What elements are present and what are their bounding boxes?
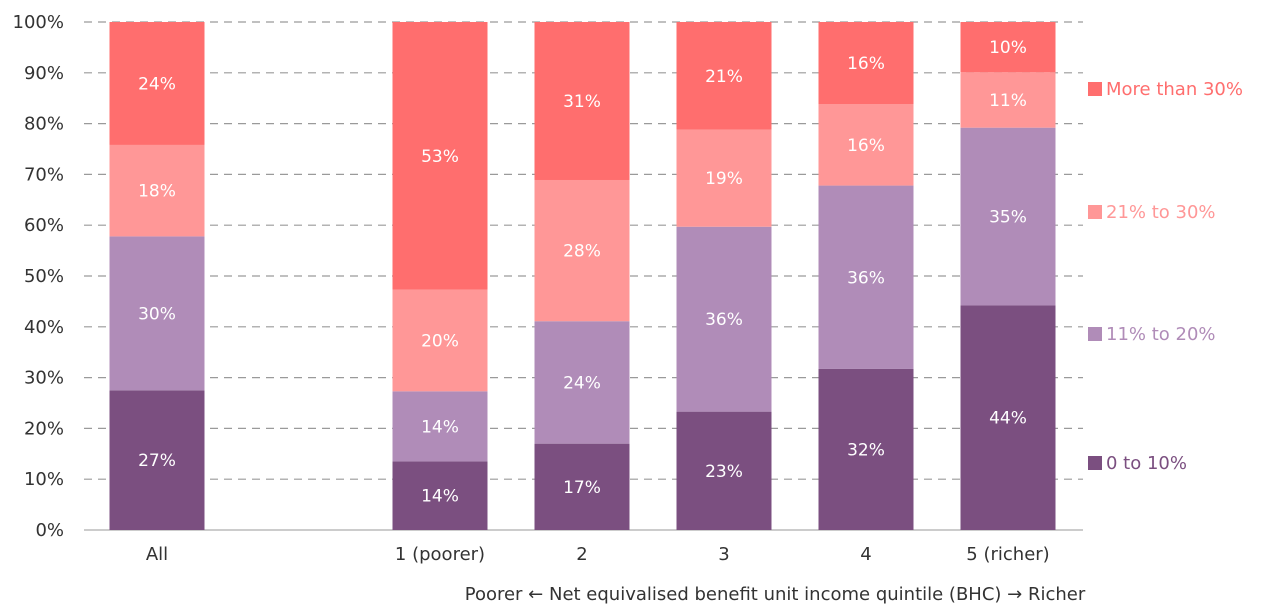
data-label: 10% [989,38,1027,58]
bars: 27% 30% 18% 24% 14% 14% 20% 53% 17% 24% 28% 31% 23% 3… [109,22,1056,530]
bar-segment [676,22,772,130]
data-label: 36% [705,310,743,330]
y-tick-label: 30% [24,368,64,389]
x-axis-title: Poorer ← Net equivalised benefit unit in… [465,584,1086,605]
x-tick-label: 1 (poorer) [395,544,485,565]
bar-segment [534,321,630,444]
bar-segment [818,104,914,186]
y-tick-label: 10% [24,469,64,490]
legend-swatch [1088,205,1102,219]
y-tick-label: 40% [24,317,64,338]
data-label: 16% [847,136,885,156]
data-label: 16% [847,54,885,74]
bar-segment [960,22,1056,73]
bar-segment [109,390,205,530]
data-label: 19% [705,169,743,189]
bar-segment [109,144,205,237]
legend-label: More than 30% [1106,79,1243,100]
x-tick-label: 2 [576,544,587,565]
legend-swatch [1088,82,1102,96]
data-label: 14% [421,487,459,507]
data-label: 35% [989,208,1027,228]
data-label: 18% [138,182,176,202]
data-label: 30% [138,304,176,324]
data-label: 14% [421,417,459,437]
bar-segment [392,22,488,290]
legend-swatch [1088,456,1102,470]
legend-label: 0 to 10% [1106,453,1187,474]
data-label: 53% [421,147,459,167]
bar-segment [960,72,1056,128]
y-tick-label: 0% [35,520,64,541]
data-label: 20% [421,332,459,352]
y-tick-label: 60% [24,215,64,236]
gridlines [84,21,1083,531]
bar-segment [960,127,1056,306]
bar-segment [818,185,914,369]
legend-swatch [1088,327,1102,341]
y-tick-label: 70% [24,164,64,185]
x-axis-ticks: All 1 (poorer) 2 3 4 5 (richer) [146,544,1050,565]
x-tick-label: All [146,544,168,565]
data-label: 44% [989,409,1027,429]
data-label: 36% [847,268,885,288]
bar-segment [392,289,488,392]
legend: 0 to 10% 11% to 20% 21% to 30% More than 30… [1088,79,1243,474]
data-label: 31% [563,92,601,112]
x-tick-label: 4 [860,544,871,565]
bar-segment [534,443,630,530]
y-tick-label: 100% [13,12,64,33]
x-tick-label: 3 [718,544,729,565]
bar-segment [392,391,488,462]
bar-segment [109,236,205,391]
bar-segment [676,129,772,227]
data-label: 23% [705,462,743,482]
data-label: 17% [563,478,601,498]
y-tick-label: 20% [24,418,64,439]
bar-segment [109,22,205,145]
data-label: 21% [705,67,743,87]
y-tick-label: 90% [24,63,64,84]
data-label: 11% [989,91,1027,111]
data-label: 24% [563,373,601,393]
data-label: 28% [563,242,601,262]
legend-label: 21% to 30% [1106,202,1216,223]
bar-segment [392,461,488,530]
data-label: 27% [138,451,176,471]
y-tick-label: 50% [24,266,64,287]
y-tick-label: 80% [24,114,64,135]
bar-segment [534,22,630,180]
bar-segment [534,179,630,322]
legend-label: 11% to 20% [1106,324,1216,345]
bar-segment [818,22,914,105]
bar-segment [676,411,772,530]
bar-segment [960,305,1056,530]
x-tick-label: 5 (richer) [966,544,1049,565]
data-label: 32% [847,440,885,460]
data-label: 24% [138,74,176,94]
bar-segment [818,368,914,530]
y-axis-ticks: 0% 10% 20% 30% 40% 50% 60% 70% 80% 90% 100% [13,12,64,541]
bar-segment [676,226,772,412]
